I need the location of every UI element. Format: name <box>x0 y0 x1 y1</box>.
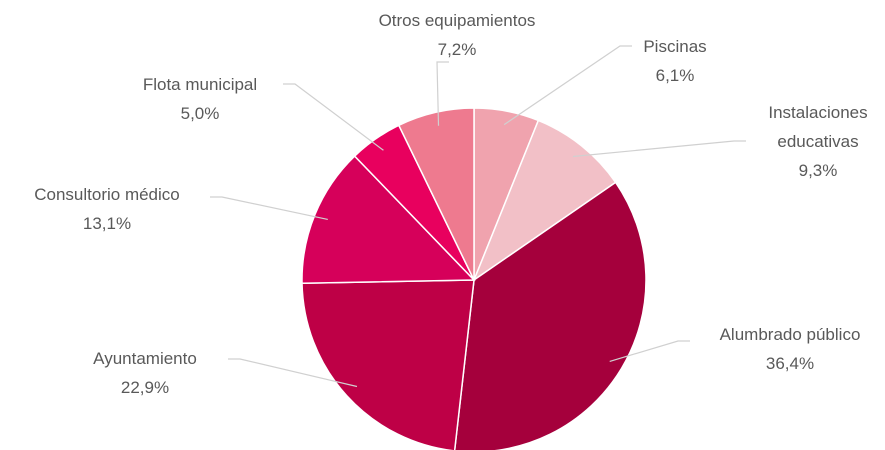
value-label: 13,1% <box>82 214 132 233</box>
category-label: Ayuntamiento <box>93 349 197 368</box>
value-label: 36,4% <box>765 354 815 373</box>
slice-label: Ayuntamiento 22,9% <box>45 344 245 402</box>
slice-label: Consultorio médico 13,1% <box>0 180 217 238</box>
category-label: Instalaciones educativas <box>768 103 868 151</box>
slice-label: Flota municipal 5,0% <box>100 70 300 128</box>
leader-line <box>283 83 384 151</box>
leader-line <box>228 358 358 388</box>
category-label: Otros equipamientos <box>378 11 536 30</box>
value-label: 22,9% <box>120 378 170 397</box>
leader-line <box>609 340 690 362</box>
leader-line <box>503 45 632 126</box>
slice-label: Instalaciones educativas 9,3% <box>748 98 885 185</box>
slice-label: Piscinas 6,1% <box>575 32 775 90</box>
slice-label: Alumbrado público 36,4% <box>680 320 885 378</box>
category-label: Consultorio médico <box>34 185 180 204</box>
category-label: Flota municipal <box>142 75 258 94</box>
value-label: 6,1% <box>655 66 695 85</box>
category-label: Piscinas <box>643 37 707 56</box>
leader-line <box>572 140 746 158</box>
pie-slice <box>301 155 476 285</box>
pie-slice <box>301 279 475 450</box>
slice-label: Otros equipamientos 7,2% <box>337 6 577 64</box>
value-label: 7,2% <box>437 40 477 59</box>
pie-slice <box>472 119 617 283</box>
pie-slice <box>397 107 475 281</box>
leader-line <box>210 196 328 221</box>
value-label: 9,3% <box>798 161 838 180</box>
leader-line <box>436 61 449 126</box>
value-label: 5,0% <box>180 104 220 123</box>
pie-slice <box>453 181 647 450</box>
category-label: Alumbrado público <box>719 325 861 344</box>
